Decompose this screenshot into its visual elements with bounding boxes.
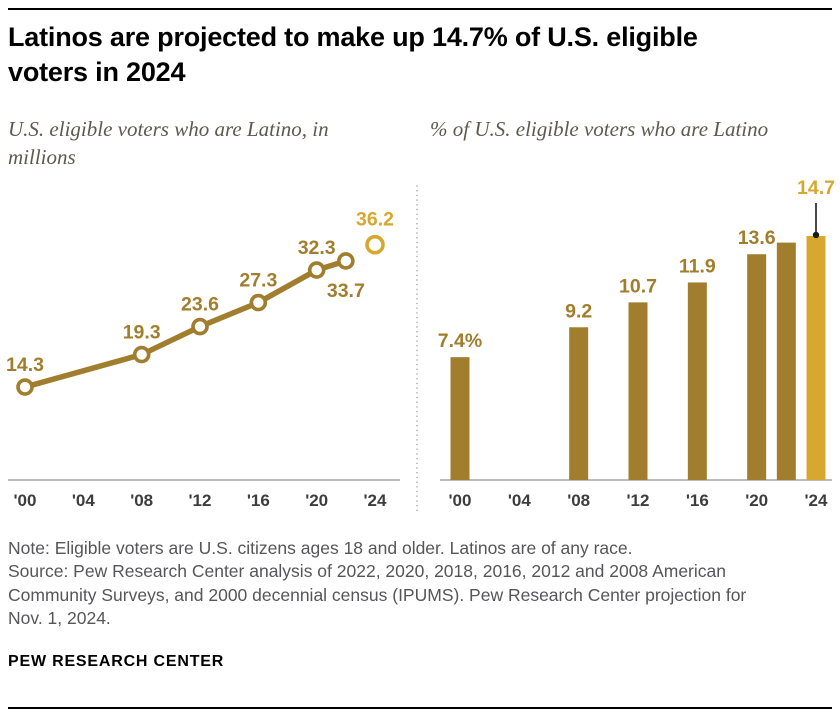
value-label: 33.7 [327,280,365,302]
note-text: Note: Eligible voters are U.S. citizens … [8,538,633,558]
bar-value-label: 7.4% [438,330,482,352]
bar [747,254,767,480]
bottom-rule [8,707,832,709]
x-tick-label: '12 [189,491,212,510]
bar [450,357,470,480]
trend-line [22,258,349,390]
data-point [16,378,34,396]
projected-bar [806,235,826,480]
x-tick-label: '12 [627,491,650,510]
page-title: Latinos are projected to make up 14.7% o… [8,22,698,87]
x-tick-label: '04 [508,491,531,510]
left-chart-subtitle: U.S. eligible voters who are Latino, in … [8,117,329,169]
x-tick-label: '20 [745,491,768,510]
right-chart-subtitle: % of U.S. eligible voters who are Latino [430,117,769,141]
x-tick-label: '20 [305,491,328,510]
data-point [191,317,209,336]
value-label: 19.3 [123,322,161,344]
value-label: 23.6 [181,294,219,316]
x-tick-label: '00 [449,491,472,510]
projected-data-point [365,234,385,255]
note-block: Note: Eligible voters are U.S. citizens … [8,537,756,630]
bar [628,302,648,480]
bar [569,327,589,480]
x-tick-label: '24 [805,491,828,510]
data-point [337,252,355,270]
value-label: 14.3 [6,354,44,376]
brand-footer: PEW RESEARCH CENTER [8,653,225,670]
value-label: 27.3 [239,270,277,292]
x-tick-label: '08 [567,491,590,510]
bar-value-label: 11.9 [679,255,716,277]
bar [687,282,707,480]
x-tick-label: '16 [686,491,709,510]
bar [776,242,796,480]
top-rule [8,8,832,10]
value-label: 36.2 [356,209,394,231]
x-tick-label: '00 [14,491,37,510]
bar-value-label: 13.6 [738,227,776,249]
x-tick-label: '04 [72,491,95,510]
data-point [307,261,326,279]
bar-value-label: 10.7 [619,275,657,297]
x-tick-label: '08 [130,491,153,510]
bar-value-label: 14.7 [797,177,835,199]
data-point [249,293,268,312]
x-tick-label: '24 [364,491,387,510]
bar-value-label: 9.2 [565,300,592,322]
value-label: 32.3 [298,237,336,259]
projection-pointer-dot [812,231,820,239]
x-tick-label: '16 [247,491,270,510]
data-point [132,345,151,364]
source-text: Source: Pew Research Center analysis of … [8,561,747,628]
